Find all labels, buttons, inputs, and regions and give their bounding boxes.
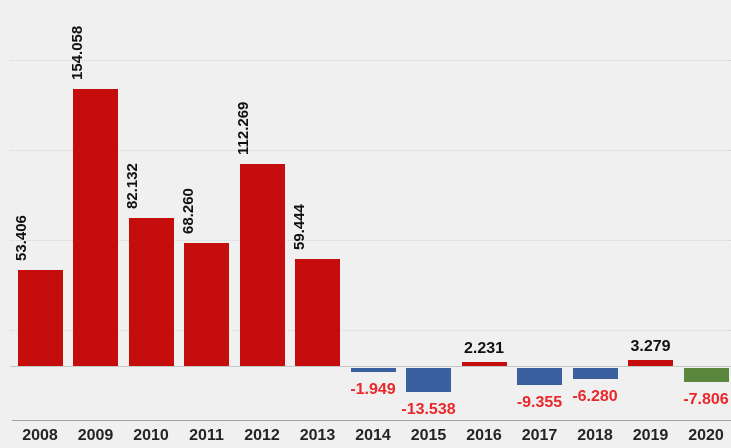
bar-2019 xyxy=(628,360,673,366)
x-axis-label-2016: 2016 xyxy=(466,427,502,444)
bar-2009 xyxy=(73,88,118,366)
x-axis-label-2020: 2020 xyxy=(688,427,724,444)
x-axis-label-2014: 2014 xyxy=(355,427,391,444)
bar-2017 xyxy=(517,368,562,385)
x-axis-label-2013: 2013 xyxy=(299,427,336,444)
x-axis-label-2008: 2008 xyxy=(22,427,58,444)
bottom-axis-line xyxy=(12,420,731,421)
bar-2012 xyxy=(239,163,285,366)
value-label-2014: -1.949 xyxy=(350,380,396,398)
bar-2020 xyxy=(683,368,729,383)
bar-2008 xyxy=(17,269,63,366)
value-label-2009: 154.058 xyxy=(68,25,86,80)
gridline xyxy=(10,240,731,241)
bar-2014 xyxy=(350,368,396,372)
value-label-2013: 59.444 xyxy=(290,204,308,250)
value-label-2015: -13.538 xyxy=(401,401,456,419)
value-label-2020: -7.806 xyxy=(683,391,729,409)
value-label-2011: 68.260 xyxy=(179,188,197,235)
gridline xyxy=(10,150,731,151)
value-label-2012: 112.269 xyxy=(235,101,252,155)
x-axis-label-2017: 2017 xyxy=(521,427,558,444)
x-axis-label-2018: 2018 xyxy=(577,427,613,444)
bar-2018 xyxy=(572,368,618,380)
bar-2011 xyxy=(184,243,229,366)
x-axis-label-2019: 2019 xyxy=(632,427,669,444)
value-label-2018: -6.280 xyxy=(572,388,618,406)
value-label-2019: 3.279 xyxy=(630,338,671,356)
value-label-2008: 53.406 xyxy=(13,214,30,261)
bar-2010 xyxy=(128,218,174,366)
x-axis-label-2009: 2009 xyxy=(77,427,114,444)
bar-2013 xyxy=(295,259,340,366)
gridline xyxy=(10,60,731,61)
value-label-2016: 2.231 xyxy=(463,339,505,357)
bar-2016 xyxy=(461,361,507,366)
bar-2015 xyxy=(406,368,451,393)
value-label-2010: 82.132 xyxy=(124,163,141,210)
value-label-2017: -9.355 xyxy=(516,393,563,411)
x-axis-label-2012: 2012 xyxy=(244,427,280,444)
zero-axis-line xyxy=(10,366,731,367)
x-axis-label-2010: 2010 xyxy=(133,427,169,444)
x-axis-label-2011: 2011 xyxy=(189,427,224,444)
x-axis-label-2015: 2015 xyxy=(410,427,447,444)
gridline xyxy=(10,330,731,331)
